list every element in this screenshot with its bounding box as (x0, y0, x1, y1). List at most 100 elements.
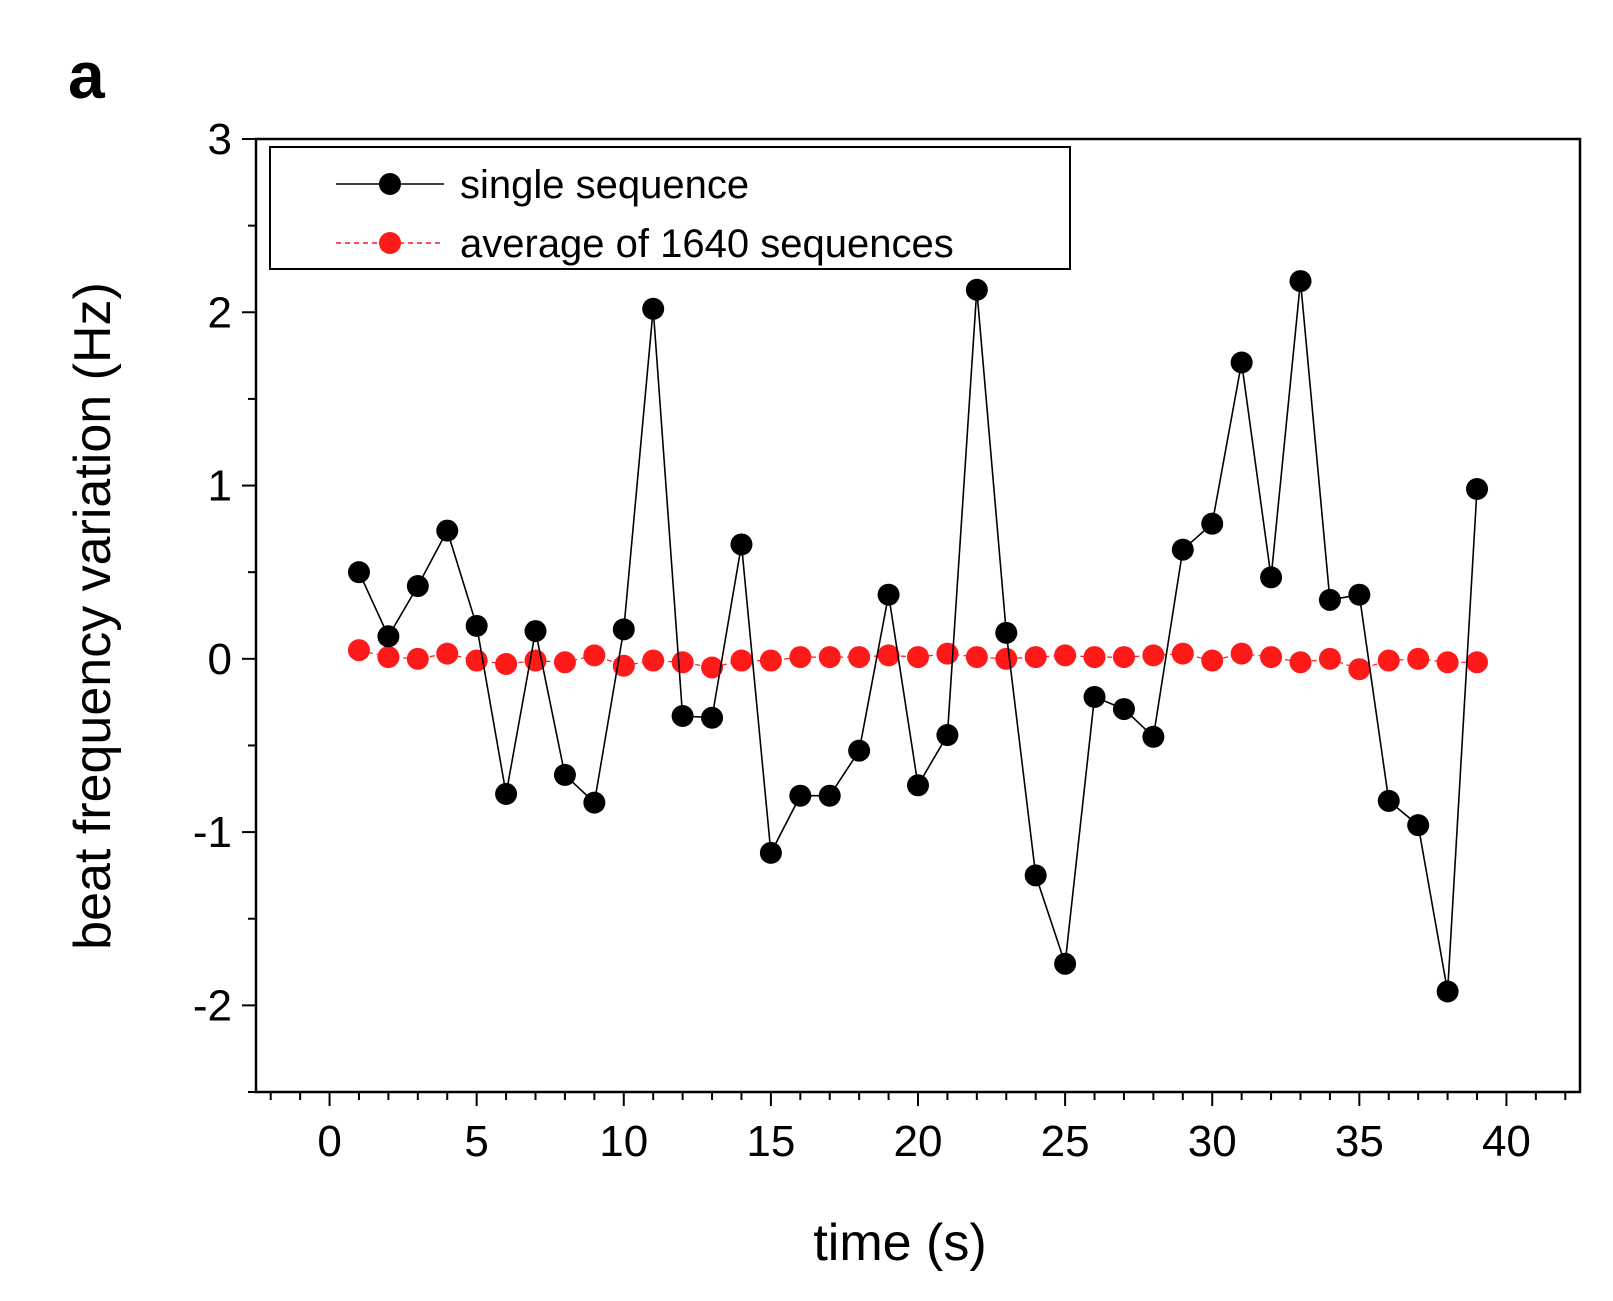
single-sequence-point (701, 706, 724, 729)
legend-label-single-sequence: single sequence (460, 163, 749, 207)
single-sequence-point (1112, 698, 1135, 721)
average-series-point (1171, 642, 1194, 665)
average-series-point (1348, 658, 1371, 681)
single-sequence-point (495, 782, 518, 805)
x-tick-label: 35 (1335, 1117, 1384, 1166)
average-series-point (759, 649, 782, 672)
single-sequence-point (907, 774, 929, 797)
x-tick-label: 5 (464, 1117, 488, 1166)
average-series-point (671, 651, 694, 674)
average-series-point (1436, 651, 1459, 674)
single-sequence-point (465, 614, 488, 637)
y-tick-label: 0 (208, 635, 232, 684)
average-series-point (1466, 651, 1489, 674)
y-tick-label: 2 (208, 288, 232, 337)
average-series-point (1289, 651, 1312, 674)
single-sequence-point (524, 620, 547, 643)
single-sequence-point (877, 583, 900, 606)
average-series-point (1054, 644, 1077, 667)
single-sequence-point (1466, 478, 1489, 501)
legend-box (269, 146, 1071, 270)
y-tick-label: -2 (193, 981, 232, 1030)
plot-frame (254, 137, 1582, 1094)
legend-label-average: average of 1640 sequences (460, 222, 954, 266)
average-series-point (347, 639, 370, 662)
single-sequence-point (1230, 351, 1253, 374)
series-layer (347, 270, 1489, 1003)
single-sequence-point (553, 763, 576, 786)
single-sequence-point (995, 621, 1018, 644)
x-tick-label: 25 (1041, 1117, 1090, 1166)
average-series-point (1377, 649, 1400, 672)
average-series-point (907, 646, 929, 669)
single-sequence-point (1024, 864, 1047, 887)
legend-marker-average (379, 232, 401, 254)
axes: 0 5 10 15 20 25 30 35 40 -2 -1 0 1 2 3 (193, 115, 1582, 1166)
single-sequence-point (642, 297, 665, 320)
single-sequence-point (1201, 512, 1224, 535)
single-sequence-point (612, 618, 635, 641)
average-series-point (965, 646, 988, 669)
single-sequence-point (347, 561, 370, 584)
x-tick-label: 20 (894, 1117, 943, 1166)
x-tick-label: 30 (1188, 1117, 1237, 1166)
single-sequence-point (436, 519, 459, 542)
x-tick-label: 15 (746, 1117, 795, 1166)
average-series-point (1407, 647, 1430, 670)
average-series-point (1260, 646, 1283, 669)
single-sequence-point (848, 739, 871, 762)
single-sequence-point (1260, 566, 1283, 589)
single-sequence-point (818, 784, 841, 807)
x-axis-title: time (s) (813, 1214, 986, 1272)
single-sequence-point (1289, 270, 1312, 293)
average-series-group (347, 639, 1489, 681)
average-series-point (818, 646, 841, 669)
single-sequence-point (377, 625, 400, 648)
x-tick-label: 10 (599, 1117, 648, 1166)
single-sequence-point (1348, 583, 1371, 606)
single-sequence-point (789, 784, 812, 807)
y-axis-title: beat frequency variation (Hz) (64, 282, 122, 950)
average-series-point (1083, 646, 1106, 669)
average-series-point (377, 646, 400, 669)
average-series-point (583, 644, 606, 667)
y-tick-label: -1 (193, 808, 232, 857)
average-series-point (406, 647, 429, 670)
average-series-point (1024, 646, 1047, 669)
legend-marker-single-sequence (379, 173, 401, 195)
single-sequence-point (1054, 952, 1077, 975)
average-series-point (642, 649, 665, 672)
single-sequence-point (406, 575, 429, 598)
average-series-point (701, 656, 724, 679)
average-series-point (1201, 649, 1224, 672)
average-series-point (1142, 644, 1165, 667)
average-series-point (1318, 647, 1341, 670)
average-series-point (553, 651, 576, 674)
single-sequence-point (936, 724, 959, 747)
average-series-point (936, 642, 959, 665)
average-series-point (436, 642, 459, 665)
average-series-point (1112, 646, 1135, 669)
single-sequence-group (347, 270, 1489, 1003)
x-tick-label: 0 (317, 1117, 341, 1166)
single-sequence-point (671, 704, 694, 727)
single-sequence-point (583, 791, 606, 814)
average-series-point (789, 646, 812, 669)
single-sequence-point (965, 278, 988, 301)
single-sequence-point (1407, 814, 1430, 837)
average-series-point (495, 653, 518, 676)
y-tick-label: 1 (208, 462, 232, 511)
average-series-point (995, 647, 1018, 670)
y-tick-label: 3 (208, 115, 232, 164)
x-tick-label: 40 (1482, 1117, 1531, 1166)
single-sequence-point (1142, 725, 1165, 748)
average-series-point (877, 644, 900, 667)
panel-label: a (68, 38, 106, 112)
single-sequence-point (1318, 588, 1341, 611)
average-series-point (1230, 642, 1253, 665)
single-sequence-point (730, 533, 753, 556)
single-sequence-point (759, 841, 782, 864)
single-sequence-point (1171, 538, 1194, 561)
legend: single sequence average of 1640 sequences (269, 146, 1071, 270)
single-sequence-point (1436, 980, 1459, 1003)
